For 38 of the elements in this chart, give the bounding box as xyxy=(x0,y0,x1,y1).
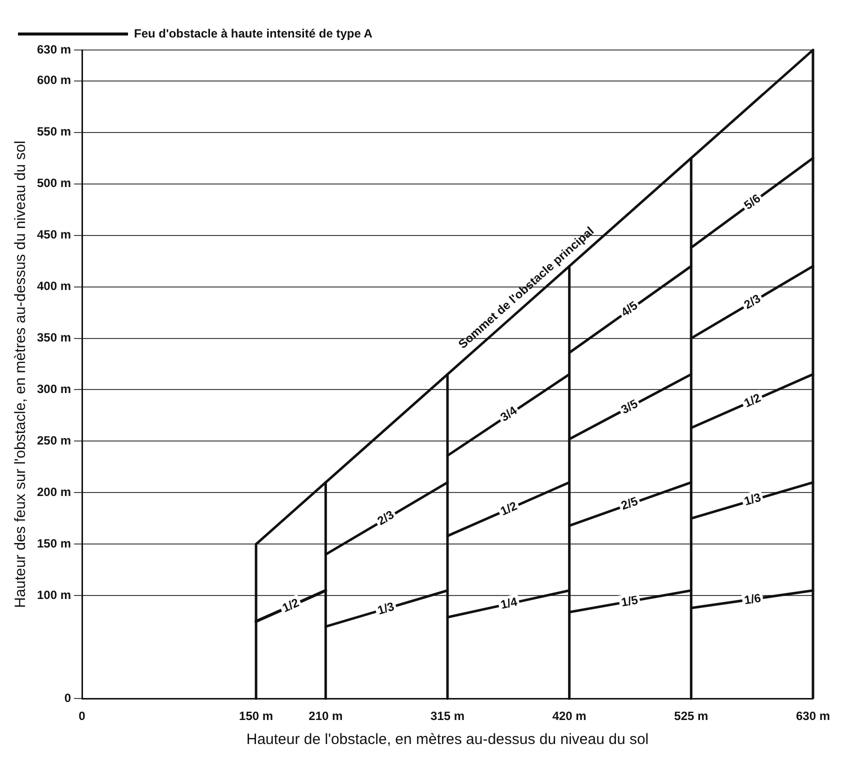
annotation: 4/5 xyxy=(618,298,640,320)
y-tick-label: 0 xyxy=(64,690,72,705)
annotation: 1/5 xyxy=(620,592,640,610)
annotation: 1/2 xyxy=(498,498,520,518)
y-tick-label: 600 m xyxy=(36,73,72,88)
annotation: 3/4 xyxy=(498,403,520,424)
y-axis-title: Hauteur des feux sur l'obstacle, en mètres au-dessus du niveau du sol xyxy=(12,140,30,608)
x-tick-label: 525 m xyxy=(674,709,708,724)
annotation: 2/3 xyxy=(742,291,764,312)
x-tick-label: 420 m xyxy=(552,709,586,724)
x-axis-title: Hauteur de l'obstacle, en mètres au-dessus du niveau du sol xyxy=(246,731,649,748)
y-tick-label: 400 m xyxy=(36,279,72,294)
annotation: 1/2 xyxy=(280,595,302,616)
y-tick-label: 100 m xyxy=(36,588,72,602)
x-tick-label: 630 m xyxy=(796,709,830,724)
y-tick-label: 250 m xyxy=(36,434,72,448)
text: Feu d'obstacle à haute intensité de type A xyxy=(134,26,373,40)
x-tick-label: 0 xyxy=(78,709,86,724)
y-tick-label: 630 m xyxy=(36,42,72,56)
annotation: 1/3 xyxy=(376,599,396,618)
x-tick-label: 210 m xyxy=(308,709,343,724)
annotation: 1/3 xyxy=(742,490,763,508)
y-tick-label: 500 m xyxy=(36,176,72,190)
y-tick-label: 200 m xyxy=(36,485,72,500)
x-tick-label: 150 m xyxy=(239,709,274,724)
annotation: 2/3 xyxy=(374,507,397,528)
y-tick-label: 150 m xyxy=(36,536,72,550)
annotation: 1/4 xyxy=(499,594,519,612)
y-tick-label: 350 m xyxy=(36,330,72,345)
y-tick-label: 550 m xyxy=(36,124,72,139)
y-tick-label: 450 m xyxy=(36,228,72,242)
y-tick-label: 300 m xyxy=(36,382,72,396)
annotation: 3/5 xyxy=(618,396,640,417)
annotation: 2/5 xyxy=(619,494,640,513)
annotation: 1/2 xyxy=(742,390,764,410)
annotation: 1/6 xyxy=(743,590,762,608)
x-tick-label: 315 m xyxy=(430,709,465,724)
annotation: 5/6 xyxy=(741,191,764,212)
